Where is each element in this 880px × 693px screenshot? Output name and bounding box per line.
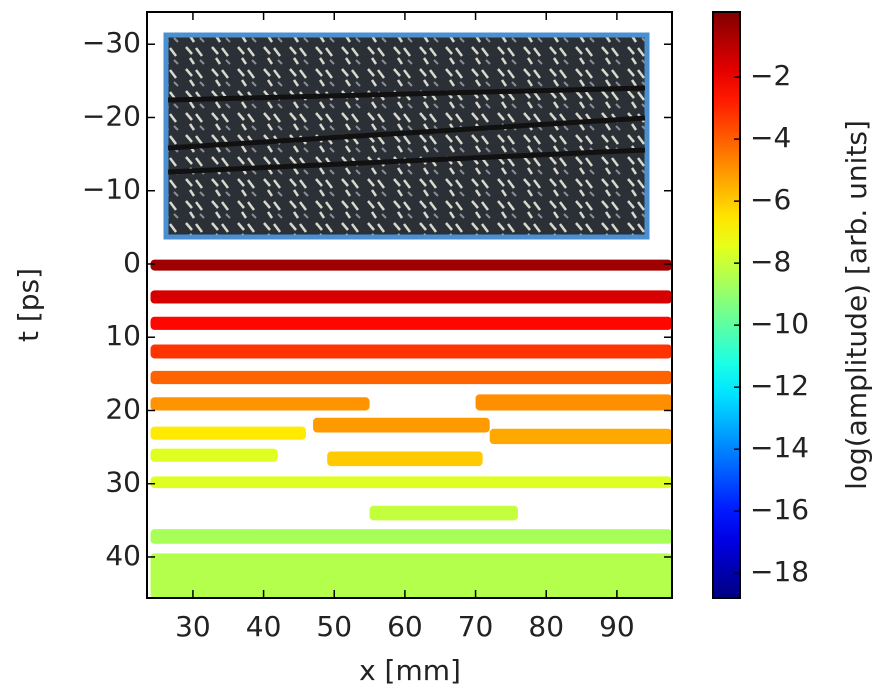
y-tick-label: −30	[82, 26, 141, 59]
heatmap-segment	[475, 394, 672, 411]
colorbar-tick-label: −6	[750, 183, 791, 216]
x-axis-label: x [mm]	[359, 654, 461, 687]
x-tick-label: 80	[528, 610, 564, 643]
heatmap-segment	[150, 426, 306, 440]
x-tick-label: 30	[175, 610, 211, 643]
colorbar-label: log(amplitude) [arb. units]	[840, 120, 873, 490]
y-tick-label: 20	[105, 392, 141, 425]
colorbar-tick-label: −16	[750, 493, 809, 526]
plot-area	[150, 259, 673, 598]
colorbar-tick-label: −4	[750, 121, 791, 154]
inset-photo	[163, 32, 650, 240]
colorbar-tick-label: −12	[750, 369, 809, 402]
y-tick-label: 30	[105, 466, 141, 499]
heatmap-segment	[150, 476, 673, 489]
colorbar-tick-label: −10	[750, 307, 809, 340]
colorbar-tick-label: −14	[750, 431, 809, 464]
heatmap-segment	[150, 448, 278, 462]
heatmap-segment	[150, 344, 673, 359]
heatmap-segment	[150, 553, 673, 598]
y-tick-label: −20	[82, 99, 141, 132]
heatmap-segment	[327, 451, 483, 467]
heatmap-segment	[150, 290, 673, 304]
heatmap-segment	[150, 370, 673, 385]
y-tick-label: 0	[123, 246, 141, 279]
x-tick-label: 40	[246, 610, 282, 643]
x-tick-label: 60	[387, 610, 423, 643]
heatmap-segment	[313, 417, 490, 433]
x-tick-label: 70	[458, 610, 494, 643]
x-tick-label: 90	[599, 610, 635, 643]
heatmap-segment	[150, 259, 673, 271]
plot-frame	[146, 11, 673, 599]
heatmap-segment	[369, 505, 518, 521]
colorbar	[712, 11, 741, 599]
colorbar-tick-label: −2	[750, 59, 791, 92]
colorbar-tick-label: −8	[750, 245, 791, 278]
heatmap-segment	[150, 397, 370, 411]
colorbar-tick-label: −18	[750, 555, 809, 588]
heatmap-segment	[150, 316, 673, 330]
y-tick-label: −10	[82, 173, 141, 206]
heatmap-segment	[489, 428, 672, 445]
y-axis-label: t [ps]	[12, 268, 45, 342]
x-tick-label: 50	[316, 610, 352, 643]
y-tick-label: 10	[105, 319, 141, 352]
heatmap-segment	[150, 529, 673, 544]
y-tick-label: 40	[105, 539, 141, 572]
